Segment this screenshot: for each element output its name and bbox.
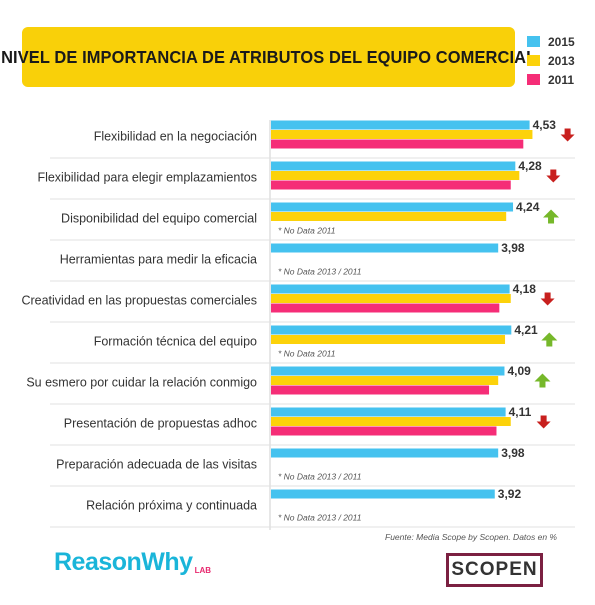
legend-swatch-2011 — [527, 74, 540, 85]
arrow-down-icon — [560, 128, 575, 142]
arrow-up-icon — [541, 332, 558, 347]
bar-2013 — [271, 294, 511, 303]
bar-2015 — [271, 489, 495, 499]
reasonwhy-logo: ReasonWhy LAB — [54, 548, 211, 577]
category-label: Presentación de propuestas adhoc — [64, 417, 257, 431]
bar-2011 — [271, 385, 490, 395]
bar-2015 — [271, 202, 514, 212]
value-label: 4,18 — [513, 282, 537, 296]
arrow-up-icon — [534, 373, 551, 388]
bar-2015 — [271, 448, 499, 458]
scopen-logo: SCOPEN — [446, 553, 543, 587]
reasonwhy-logo-suffix: LAB — [194, 566, 212, 575]
legend-label-2013: 2013 — [548, 53, 575, 68]
category-label: Herramientas para medir la eficacia — [60, 253, 257, 267]
value-label: 4,11 — [509, 405, 532, 419]
bar-2013 — [271, 335, 506, 344]
category-label: Creatividad en las propuestas comerciale… — [21, 294, 257, 308]
bar-2013 — [271, 130, 533, 139]
category-label: Flexibilidad para elegir emplazamientos — [37, 171, 257, 185]
legend-swatch-2013 — [527, 55, 540, 66]
no-data-note: * No Data 2011 — [278, 349, 336, 359]
bar-2015 — [271, 161, 516, 171]
bar-2015 — [271, 366, 505, 376]
legend-item-2013: 2013 — [527, 51, 575, 70]
no-data-note: * No Data 2013 / 2011 — [278, 513, 362, 523]
bar-2013 — [271, 212, 507, 221]
category-label: Relación próxima y continuada — [86, 499, 257, 513]
category-label: Preparación adecuada de las visitas — [56, 458, 257, 472]
value-label: 3,98 — [501, 241, 525, 255]
bar-2015 — [271, 284, 510, 294]
legend: 2015 2013 2011 — [527, 32, 575, 89]
category-label: Flexibilidad en la negociación — [94, 130, 257, 144]
no-data-note: * No Data 2011 — [278, 226, 336, 236]
chart-title-banner: NIVEL DE IMPORTANCIA DE ATRIBUTOS DEL EQ… — [1, 27, 536, 87]
bar-2013 — [271, 417, 511, 426]
legend-label-2011: 2011 — [548, 72, 575, 87]
bar-2011 — [271, 180, 511, 190]
bar-2015 — [271, 325, 512, 335]
category-label: Disponibilidad del equipo comercial — [61, 212, 257, 226]
source-note: Fuente: Media Scope by Scopen. Datos en … — [385, 532, 557, 542]
value-label: 4,24 — [516, 200, 540, 214]
bar-2011 — [271, 426, 497, 436]
legend-swatch-2015 — [527, 36, 540, 47]
arrow-down-icon — [536, 415, 551, 429]
bar-2013 — [271, 171, 520, 180]
category-label: Formación técnica del equipo — [94, 335, 257, 349]
bar-2015 — [271, 120, 530, 130]
bar-2011 — [271, 303, 500, 313]
scopen-logo-text: SCOPEN — [451, 559, 538, 580]
value-label: 4,21 — [514, 323, 538, 337]
value-label: 4,09 — [507, 364, 531, 378]
legend-item-2011: 2011 — [527, 70, 575, 89]
chart-title: NIVEL DE IMPORTANCIA DE ATRIBUTOS DEL EQ… — [0, 46, 537, 67]
bar-2013 — [271, 376, 499, 385]
bar-2011 — [271, 139, 524, 149]
legend-item-2015: 2015 — [527, 32, 575, 51]
arrow-down-icon — [540, 292, 555, 306]
no-data-note: * No Data 2013 / 2011 — [278, 267, 362, 277]
bar-2015 — [271, 407, 506, 417]
value-label: 4,53 — [533, 118, 557, 132]
value-label: 4,28 — [518, 159, 542, 173]
arrow-down-icon — [546, 169, 561, 183]
arrow-up-icon — [543, 209, 560, 224]
value-label: 3,92 — [498, 487, 522, 501]
category-label: Su esmero por cuidar la relación conmigo — [26, 376, 257, 390]
bar-2015 — [271, 243, 499, 253]
no-data-note: * No Data 2013 / 2011 — [278, 472, 362, 482]
legend-label-2015: 2015 — [548, 34, 575, 49]
value-label: 3,98 — [501, 446, 525, 460]
reasonwhy-logo-text: ReasonWhy — [54, 548, 193, 576]
